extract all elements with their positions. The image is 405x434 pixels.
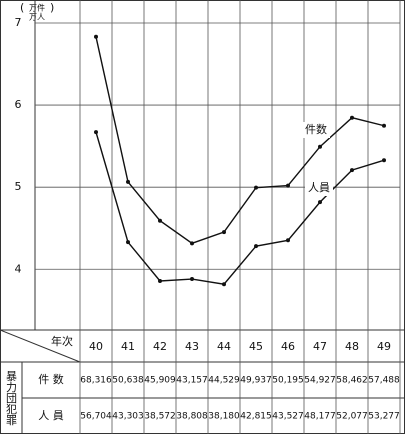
table-cell: 53,277 [368, 412, 400, 422]
table-cell: 38,180 [208, 412, 240, 422]
y-tick-label: 5 [15, 180, 22, 193]
y-unit: 万人 [29, 13, 45, 22]
x-tick-label: 49 [377, 340, 391, 353]
y-unit: 万件 [29, 3, 45, 13]
point [382, 158, 386, 163]
point [222, 282, 226, 287]
point [254, 185, 258, 190]
row-group-label: 暴力団犯罪 [5, 370, 18, 425]
point [318, 200, 322, 205]
table-cell: 56,704 [80, 412, 112, 422]
point [254, 244, 258, 249]
point [158, 218, 162, 223]
point [286, 183, 290, 188]
table-cell: 45,909 [144, 376, 176, 386]
diagonal [0, 329, 81, 363]
point [382, 123, 386, 128]
table-cell: 50,195 [272, 376, 304, 386]
paren-close: ) [50, 1, 54, 14]
table-cell: 48,177 [304, 412, 336, 422]
series-label-box [305, 180, 333, 196]
series-line [95, 131, 385, 285]
table-cell: 52,077 [336, 412, 368, 422]
x-tick-label: 43 [185, 340, 199, 353]
table-cell: 38,808 [176, 412, 208, 422]
table-cell: 43,303 [112, 412, 144, 422]
y-tick-label: 4 [15, 262, 22, 275]
row-label: 人 員 [38, 409, 64, 422]
table-cell: 43,527 [272, 412, 304, 422]
x-tick-label: 41 [121, 340, 135, 353]
point [286, 238, 290, 243]
y-tick-label: 6 [15, 98, 22, 111]
point [350, 168, 354, 173]
point [94, 130, 98, 135]
y-tick-label: 7 [15, 16, 22, 29]
x-tick-label: 46 [281, 340, 295, 353]
series-label: 件数 [305, 123, 327, 136]
x-tick-label: 48 [345, 340, 359, 353]
table-cell: 43,157 [176, 376, 208, 386]
table-cell: 54,927 [304, 376, 336, 386]
x-tick-label: 44 [217, 340, 231, 353]
table-cell: 44,529 [208, 376, 240, 386]
paren-open: ( [20, 1, 24, 14]
point [222, 230, 226, 235]
series-line [95, 36, 385, 245]
table-cell: 68,316 [80, 376, 112, 386]
table-cell: 57,488 [368, 376, 400, 386]
point [94, 34, 98, 39]
point [126, 179, 130, 184]
table-cell: 49,937 [240, 376, 272, 386]
x-tick-label: 47 [313, 340, 327, 353]
x-tick-label: 45 [249, 340, 263, 353]
table-cell: 38,572 [144, 412, 176, 422]
point [318, 144, 322, 149]
point [190, 277, 194, 282]
table-cell: 42,815 [240, 412, 272, 422]
point [126, 240, 130, 245]
point [158, 278, 162, 283]
series-label-box [302, 122, 330, 138]
category-header: 年次 [51, 334, 73, 348]
x-tick-label: 40 [89, 340, 103, 353]
x-tick-label: 42 [153, 340, 167, 353]
table-cell: 50,638 [112, 376, 144, 386]
row-label: 件 数 [38, 373, 64, 386]
point [190, 241, 194, 246]
point [350, 115, 354, 120]
table-cell: 58,462 [336, 376, 368, 386]
series-label: 人員 [308, 181, 330, 194]
